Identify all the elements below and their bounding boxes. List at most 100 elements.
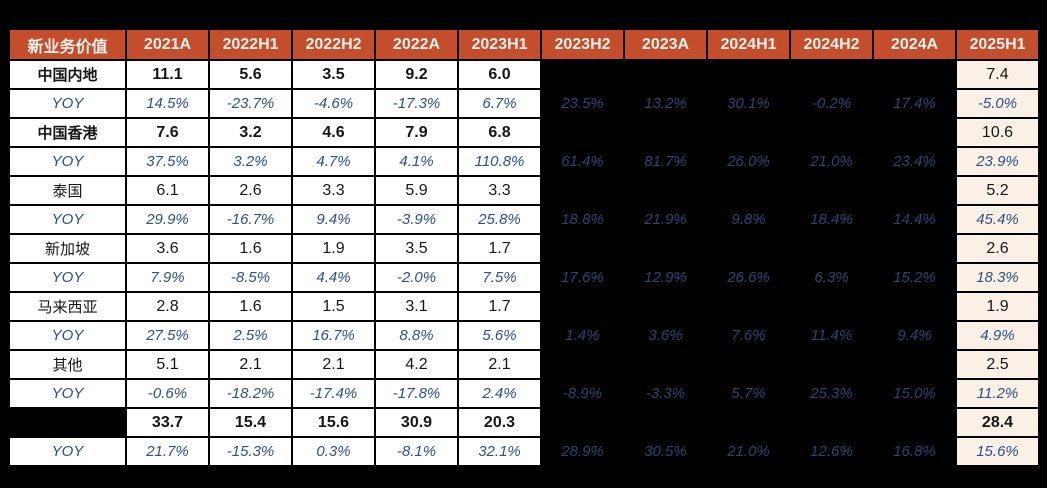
yoy-row: YOY 7.9% -8.5% 4.4% -2.0% 7.5% 17.6% 12.9% 26.6%… (8, 262, 1040, 293)
yoy-row-label: YOY (8, 204, 127, 235)
value-cell-masked (706, 175, 791, 206)
value-cell-masked (872, 59, 957, 90)
column-header-2022h2: 2022H2 (291, 28, 376, 61)
yoy-cell-masked: 17.6% (540, 262, 625, 293)
yoy-row-label: YOY (8, 436, 127, 467)
value-cell-2025h1: 2.6 (955, 233, 1040, 264)
yoy-cell-masked: 16.8% (872, 436, 957, 467)
yoy-cell-masked: -8.9% (540, 378, 625, 409)
value-cell: 2.1 (208, 349, 293, 380)
yoy-cell-masked: 25.3% (789, 378, 874, 409)
yoy-cell: 4.1% (374, 146, 459, 177)
yoy-row: YOY 29.9% -16.7% 9.4% -3.9% 25.8% 18.8% 21.9% 9.… (8, 204, 1040, 235)
yoy-cell: -8.5% (208, 262, 293, 293)
yoy-cell-masked: -3.3% (623, 378, 708, 409)
new-business-value-table: 新业务价值 2021A 2022H1 2022H2 2022A 2023H1 2023H2 2… (8, 28, 1040, 467)
yoy-row: YOY -0.6% -18.2% -17.4% -17.8% 2.4% -8.9% -3.3%… (8, 378, 1040, 409)
yoy-cell-2025h1: 11.2% (955, 378, 1040, 409)
yoy-cell: 4.7% (291, 146, 376, 177)
yoy-cell-2025h1: 4.9% (955, 320, 1040, 351)
yoy-cell-masked: 17.4% (872, 88, 957, 119)
value-cell: 1.5 (291, 291, 376, 322)
yoy-cell: 14.5% (125, 88, 210, 119)
yoy-cell: 110.8% (457, 146, 542, 177)
yoy-cell-masked: 12.6% (789, 436, 874, 467)
value-cell-masked (872, 291, 957, 322)
yoy-cell: 8.8% (374, 320, 459, 351)
value-cell-masked (706, 407, 791, 438)
value-cell: 15.4 (208, 407, 293, 438)
value-cell-masked (789, 291, 874, 322)
value-cell-masked (540, 117, 625, 148)
yoy-cell: -15.3% (208, 436, 293, 467)
yoy-cell: 2.5% (208, 320, 293, 351)
value-cell-masked (540, 407, 625, 438)
value-cell: 20.3 (457, 407, 542, 438)
yoy-row-label: YOY (8, 320, 127, 351)
value-cell-masked (623, 59, 708, 90)
yoy-cell: -4.6% (291, 88, 376, 119)
yoy-cell: -18.2% (208, 378, 293, 409)
yoy-cell: -8.1% (374, 436, 459, 467)
yoy-cell: 3.2% (208, 146, 293, 177)
yoy-cell: 27.5% (125, 320, 210, 351)
column-header-2024h2: 2024H2 (789, 28, 874, 61)
value-cell: 3.1 (374, 291, 459, 322)
yoy-cell: 25.8% (457, 204, 542, 235)
value-cell-masked (706, 233, 791, 264)
column-header-2023a: 2023A (623, 28, 708, 61)
value-cell-masked (623, 291, 708, 322)
value-row: 33.7 15.4 15.6 30.9 20.3 28.4 (8, 407, 1040, 438)
table-body: 中国内地 11.1 5.6 3.5 9.2 6.0 7.4 YOY 14.5% -23.7% -4.… (8, 59, 1040, 467)
yoy-cell: 9.4% (291, 204, 376, 235)
value-cell-masked (623, 233, 708, 264)
value-cell: 6.1 (125, 175, 210, 206)
value-cell-masked (540, 59, 625, 90)
yoy-cell: 32.1% (457, 436, 542, 467)
value-cell-2025h1: 5.2 (955, 175, 1040, 206)
yoy-cell: 16.7% (291, 320, 376, 351)
value-row: 泰国 6.1 2.6 3.3 5.9 3.3 5.2 (8, 175, 1040, 206)
value-cell: 7.9 (374, 117, 459, 148)
value-cell-masked (706, 349, 791, 380)
value-row: 新加坡 3.6 1.6 1.9 3.5 1.7 2.6 (8, 233, 1040, 264)
region-row-label: 马来西亚 (8, 291, 127, 322)
value-cell: 6.0 (457, 59, 542, 90)
value-cell: 1.7 (457, 233, 542, 264)
yoy-cell: -16.7% (208, 204, 293, 235)
yoy-cell: 7.9% (125, 262, 210, 293)
value-cell: 5.1 (125, 349, 210, 380)
yoy-cell: 5.6% (457, 320, 542, 351)
yoy-cell: -23.7% (208, 88, 293, 119)
value-cell: 30.9 (374, 407, 459, 438)
yoy-cell: -0.6% (125, 378, 210, 409)
yoy-cell-masked: 28.9% (540, 436, 625, 467)
yoy-cell: 4.4% (291, 262, 376, 293)
value-cell: 1.7 (457, 291, 542, 322)
value-cell: 5.6 (208, 59, 293, 90)
value-cell-masked (623, 349, 708, 380)
yoy-cell-masked: 18.4% (789, 204, 874, 235)
value-cell-masked (872, 233, 957, 264)
value-cell-masked (623, 175, 708, 206)
yoy-cell-masked: -0.2% (789, 88, 874, 119)
value-cell-masked (540, 291, 625, 322)
value-cell: 5.9 (374, 175, 459, 206)
value-cell: 15.6 (291, 407, 376, 438)
value-cell: 3.6 (125, 233, 210, 264)
value-cell-masked (540, 175, 625, 206)
value-cell: 2.1 (457, 349, 542, 380)
yoy-row: YOY 37.5% 3.2% 4.7% 4.1% 110.8% 61.4% 81.7% 26.0… (8, 146, 1040, 177)
nbv-table: 新业务价值 2021A 2022H1 2022H2 2022A 2023H1 2023H2 2… (8, 28, 1040, 467)
yoy-cell-masked: 30.5% (623, 436, 708, 467)
value-cell: 1.6 (208, 291, 293, 322)
value-cell-masked (706, 59, 791, 90)
value-cell-masked (540, 349, 625, 380)
column-header-2025h1: 2025H1 (955, 28, 1040, 61)
value-cell: 7.6 (125, 117, 210, 148)
yoy-cell-masked: 1.4% (540, 320, 625, 351)
yoy-cell-2025h1: 15.6% (955, 436, 1040, 467)
region-row-label: 中国香港 (8, 117, 127, 148)
value-cell-masked (789, 407, 874, 438)
yoy-row-label: YOY (8, 378, 127, 409)
